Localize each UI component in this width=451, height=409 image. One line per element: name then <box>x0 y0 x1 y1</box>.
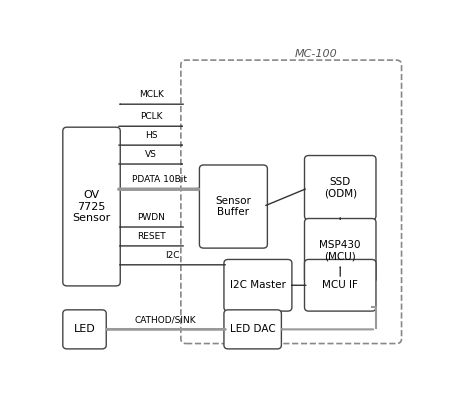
Text: OV
7725
Sensor: OV 7725 Sensor <box>72 190 110 223</box>
Text: MC-100: MC-100 <box>295 49 337 58</box>
FancyBboxPatch shape <box>63 127 120 286</box>
Text: RESET: RESET <box>137 232 165 241</box>
Text: Sensor
Buffer: Sensor Buffer <box>215 196 251 217</box>
Text: MCU IF: MCU IF <box>322 280 357 290</box>
FancyBboxPatch shape <box>304 155 375 220</box>
FancyBboxPatch shape <box>223 310 281 349</box>
Text: PCLK: PCLK <box>139 112 162 121</box>
FancyBboxPatch shape <box>63 310 106 349</box>
Text: LED DAC: LED DAC <box>229 324 275 335</box>
FancyBboxPatch shape <box>304 218 375 283</box>
Text: CATHOD/SINK: CATHOD/SINK <box>134 315 195 324</box>
Text: PWDN: PWDN <box>137 213 165 222</box>
Text: HS: HS <box>144 131 157 140</box>
Text: VS: VS <box>145 150 156 159</box>
Text: LED: LED <box>74 324 95 335</box>
Text: PDATA 10Bit: PDATA 10Bit <box>132 175 187 184</box>
FancyBboxPatch shape <box>223 259 291 311</box>
FancyBboxPatch shape <box>304 259 375 311</box>
Text: MCLK: MCLK <box>138 90 163 99</box>
Text: I2C Master: I2C Master <box>230 280 285 290</box>
Text: I2C: I2C <box>165 251 179 260</box>
FancyBboxPatch shape <box>199 165 267 248</box>
Text: SSD
(ODM): SSD (ODM) <box>323 177 356 198</box>
Text: MSP430
(MCU): MSP430 (MCU) <box>319 240 360 261</box>
